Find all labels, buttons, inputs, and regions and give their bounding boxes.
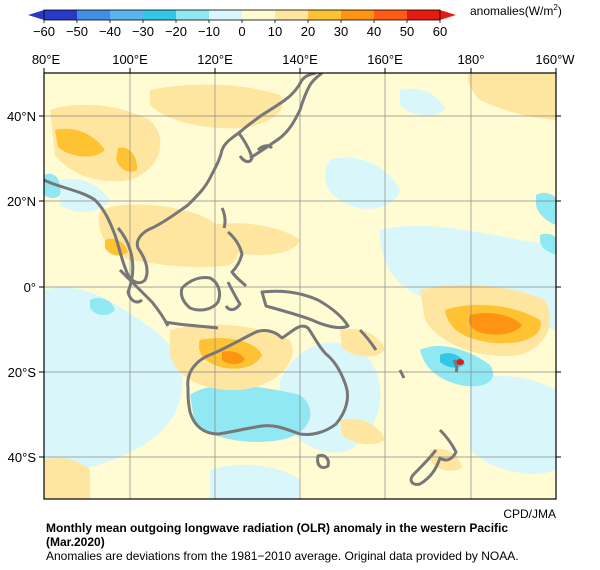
colorbar-tick-label: 30 [334, 24, 348, 39]
lat-label: 40°N [7, 109, 36, 124]
lat-label: 0° [24, 280, 36, 295]
colorbar-tick-label: 50 [400, 24, 414, 39]
unit-close: ) [557, 4, 562, 18]
lon-label: 120°E [197, 52, 233, 67]
colorbar-cell [308, 10, 342, 20]
colorbar-cell [341, 10, 375, 20]
colorbar-tick-label: −50 [66, 24, 88, 39]
colorbar-arrow-right [440, 10, 456, 20]
lat-label: 40°S [8, 450, 37, 465]
colorbar-tick-label: 20 [301, 24, 315, 39]
lon-label: 160°E [367, 52, 403, 67]
positive-anomaly-strong [222, 313, 522, 365]
lon-label: 80°E [32, 52, 61, 67]
colorbar-cell [209, 10, 243, 20]
anomaly-field [44, 73, 556, 499]
latitude-labels: 40°N 20°N 0° 20°S 40°S [7, 109, 36, 465]
colorbar-tick-label: 10 [268, 24, 282, 39]
longitude-labels: 80°E 100°E 120°E 140°E 160°E 180° 160°W [32, 52, 575, 67]
coastlines [44, 73, 459, 486]
colorbar-tick-label: 40 [367, 24, 381, 39]
colorbar-cell [242, 10, 276, 20]
colorbar-cell [143, 10, 177, 20]
colorbar-tick-label: −30 [132, 24, 154, 39]
colorbar-cell [77, 10, 111, 20]
colorbar-tick-label: −20 [165, 24, 187, 39]
colorbar-arrow-left [28, 10, 44, 20]
colorbar-unit-label: anomalies(W/m2) [470, 3, 562, 18]
lon-label: 140°E [282, 52, 318, 67]
caption-note: Anomalies are deviations from the 1981−2… [46, 549, 519, 563]
colorbar-tick-label: −10 [198, 24, 220, 39]
caption-title-line2: (Mar.2020) [46, 535, 105, 549]
colorbar-cell [275, 10, 309, 20]
lon-label: 180° [458, 52, 485, 67]
colorbar-tick-label: −40 [99, 24, 121, 39]
colorbar-cell [44, 10, 78, 20]
colorbar-cell [374, 10, 408, 20]
colorbar-tick-label: 60 [433, 24, 447, 39]
positive-anomaly-extreme [456, 359, 464, 365]
colorbar-tick-label: 0 [238, 24, 245, 39]
colorbar-cell [110, 10, 144, 20]
lon-label: 160°W [535, 52, 575, 67]
lat-label: 20°S [8, 365, 37, 380]
unit-text: anomalies(W/m [470, 4, 554, 18]
caption-title-line1: Monthly mean outgoing longwave radiation… [46, 521, 509, 535]
colorbar-cell [176, 10, 210, 20]
colorbar: −60 −50 −40 −30 −20 −10 0 10 20 30 40 50 60 [28, 9, 456, 39]
axis-ticks [39, 68, 561, 458]
unit-sup: 2 [553, 3, 558, 12]
colorbar-tick-label: −60 [33, 24, 55, 39]
lon-label: 100°E [112, 52, 148, 67]
lat-label: 20°N [7, 194, 36, 209]
colorbar-cell [407, 10, 441, 20]
credit-label: CPD/JMA [503, 507, 556, 521]
